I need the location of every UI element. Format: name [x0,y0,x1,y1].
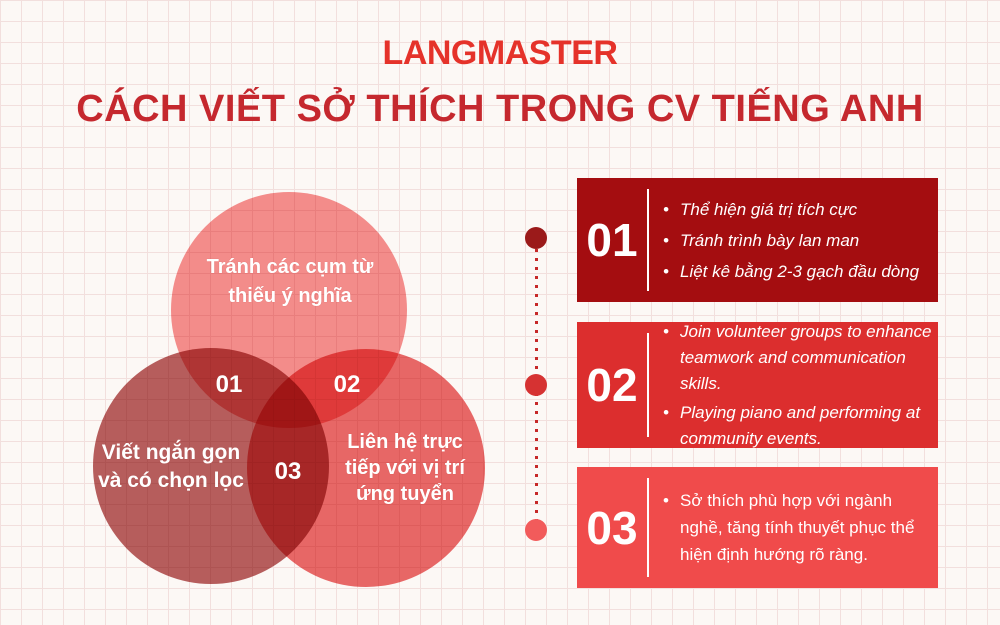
card-01-number: 01 [586,214,638,266]
card-01-bullet-list: Thể hiện giá trị tích cực Tránh trình bà… [649,194,938,287]
venn-label-br-line3: ứng tuyển [356,483,454,505]
venn-label-top: Tránh các cụm từ thiếu ý nghĩa [160,253,420,311]
connector-dot-1 [525,227,547,249]
card-02: 02 Join volunteer groups to enhance team… [577,319,938,448]
page-title: CÁCH VIẾT SỞ THÍCH TRONG CV TIẾNG ANH [76,88,924,130]
venn-label-top-line2: thiếu ý nghĩa [228,285,352,307]
card-02-divider [647,333,649,437]
connector-dot-2 [525,374,547,396]
venn-label-bl-line2: và có chọn lọc [98,469,244,492]
card-03-bullet-1: Sở thích phù hợp với ngành nghề, tăng tí… [663,487,932,568]
venn-number-02: 02 [333,371,361,398]
venn-label-bottom-left: Viết ngắn gọn và có chọn lọc [66,439,276,495]
card-03: 03 Sở thích phù hợp với ngành nghề, tăng… [577,467,938,588]
card-01-divider [647,189,649,291]
card-02-number: 02 [586,359,638,411]
card-03-divider [647,478,649,577]
venn-number-03: 03 [274,458,302,485]
venn-label-top-line1: Tránh các cụm từ [206,256,374,278]
venn-label-bottom-right: Liên hệ trực tiếp với vị trí ứng tuyển [300,429,510,507]
card-02-bullet-list: Join volunteer groups to enhance teamwor… [649,316,938,455]
card-01-bullet-1: Thể hiện giá trị tích cực [663,194,932,225]
card-02-bullet-1: Join volunteer groups to enhance teamwor… [663,319,932,397]
venn-number-01: 01 [215,371,243,398]
venn-label-bl-line1: Viết ngắn gọn [101,441,241,464]
connector-dot-3 [525,519,547,541]
card-03-bullet-list: Sở thích phù hợp với ngành nghề, tăng tí… [649,487,938,568]
venn-circle-bottom-right [247,349,485,587]
card-01: 01 Thể hiện giá trị tích cực Tránh trình… [577,178,938,302]
card-01-bullet-2: Tránh trình bày lan man [663,225,932,256]
card-03-number: 03 [586,501,638,554]
card-01-bullet-3: Liệt kê bằng 2-3 gạch đầu dòng [663,256,932,287]
venn-label-br-line1: Liên hệ trực [347,431,463,453]
venn-label-br-line2: tiếp với vị trí [345,457,465,479]
card-02-bullet-2: Playing piano and performing at communit… [663,400,932,452]
brand-logo: LANGMASTER [382,34,618,72]
